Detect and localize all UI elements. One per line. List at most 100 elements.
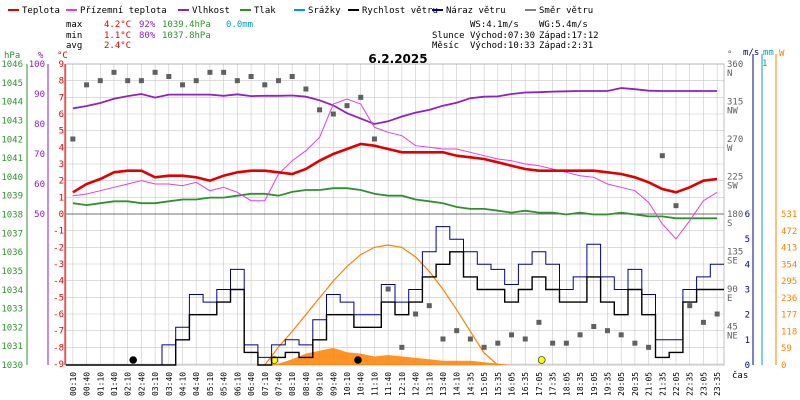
x-tick-label: 01:10 [96,372,105,396]
chart-title: 6.2.2025 [368,52,427,66]
x-tick-label: 20:05 [617,372,626,396]
wind-direction-point [330,111,336,117]
x-tick-label: 05:10 [206,372,215,396]
degc-tick-label: -1 [53,227,64,237]
wind-direction-point [454,328,460,334]
chart-grid [65,63,725,366]
wind-direction-point [385,286,391,292]
ms-tick-label: 1 [745,336,750,346]
stats-max-temp: 4.2°C [104,20,131,30]
x-tick-label: 07:10 [261,372,270,396]
x-tick-label: 17:05 [535,372,544,396]
wind-direction-point [262,82,268,88]
moonrise-marker [354,356,362,364]
wind-direction-point [166,74,172,79]
dir-tick-name: SW [727,182,738,192]
wind-direction-point [125,78,131,84]
x-tick-label: 21:35 [658,372,667,396]
wind-direction-point [495,340,501,346]
x-tick-label: 20:35 [631,372,640,396]
wind-direction-point [248,74,254,79]
degc-tick-label: -3 [53,260,64,270]
wind-direction-point [399,344,405,350]
hpa-tick-label: 1031 [1,342,23,352]
sun-label: Slunce [432,31,465,41]
legend-label: Vlhkost [192,6,230,16]
x-tick-label: 01:40 [110,372,119,396]
unit-hpa: hPa [4,51,20,61]
x-tick-label: 18:35 [576,372,585,396]
degc-tick-label: 8 [59,77,64,87]
x-tick-label: 03:10 [151,372,160,396]
x-tick-label: 09:40 [329,372,338,396]
degc-tick-label: 9 [59,60,64,70]
wind-direction-point [426,303,432,309]
hpa-tick-label: 1033 [1,305,23,315]
degc-tick-label: 7 [59,93,64,103]
wind-direction-point [317,107,323,113]
w-tick-label: 59 [781,344,792,354]
stats-avg-temp: 2.4°C [104,41,131,51]
hpa-tick-label: 1034 [1,286,23,296]
hpa-tick-label: 1045 [1,79,23,89]
degc-tick-label: -2 [53,243,64,253]
hpa-tick-label: 1042 [1,135,23,145]
degc-tick-label: 4 [59,143,64,153]
wind-direction-point [577,332,583,338]
w-tick-label: 472 [781,227,797,237]
wind-direction-point [111,69,117,75]
unit-degc: °C [57,51,68,61]
wind-direction-point [700,319,706,325]
wind-direction-point [673,203,679,209]
x-tick-label: 15:05 [480,372,489,396]
x-tick-label: 08:40 [302,372,311,396]
x-tick-label: 06:10 [233,372,242,396]
wind-direction-point [138,78,144,84]
stats-min-press: 1037.8hPa [162,31,211,41]
wind-direction-point [604,328,610,334]
degc-tick-label: -6 [53,310,64,320]
degc-tick-label: 3 [59,160,64,170]
wind-direction-point [550,340,556,346]
x-tick-labels: 00:10 00:40 01:10 01:40 02:10 02:40 03:10 03:40… [69,372,722,396]
series-ground-temperature [72,98,718,240]
wind-direction-point [659,153,665,159]
x-tick-label: 06:40 [247,372,256,396]
series-solar-radiation [72,347,718,365]
moon-label: Měsíc [432,41,459,51]
w-tick-label: 177 [781,311,797,321]
w-tick-label: 413 [781,244,797,254]
wind-ws: WS:4.1m/s [470,20,519,30]
x-tick-label: 14:35 [466,372,475,396]
legend-label: Tlak [254,6,276,16]
unit-w: W [779,49,785,59]
dir-tick-value: 135 [727,248,743,258]
w-tick-label: 295 [781,277,797,287]
ms-tick-label: 4 [745,260,750,270]
pct-tick-label: 60 [34,180,45,190]
moon-set: Západ:2:31 [539,41,593,51]
unit-deg: ° [727,50,732,60]
w-tick-label: 236 [781,294,797,304]
series-sun-elevation [264,244,499,366]
wind-direction-point [84,82,90,88]
ms-tick-label: 0 [745,361,750,371]
pct-tick-label: 50 [34,210,45,220]
chart-legend: Teplota Přízemní teplota Vlhkost Tlak Srážky… [8,6,593,16]
hpa-tick-label: 1038 [1,211,23,221]
wind-direction-point [591,324,597,329]
x-tick-label: 17:35 [549,372,558,396]
ms-tick-label: 3 [745,286,750,296]
wind-wg: WG:5.4m/s [539,20,588,30]
x-tick-label: 19:05 [590,372,599,396]
ms-top-tick: 1 [762,59,767,69]
wind-direction-point [687,303,693,309]
hpa-tick-label: 1037 [1,229,23,239]
wind-direction-point [632,340,638,346]
dir-tick-value: 270 [727,135,743,145]
stats-max-press: 1039.4hPa [162,20,211,30]
sunset-marker [537,356,546,364]
unit-ms: m/s [743,48,759,58]
x-tick-label: 12:10 [398,372,407,396]
